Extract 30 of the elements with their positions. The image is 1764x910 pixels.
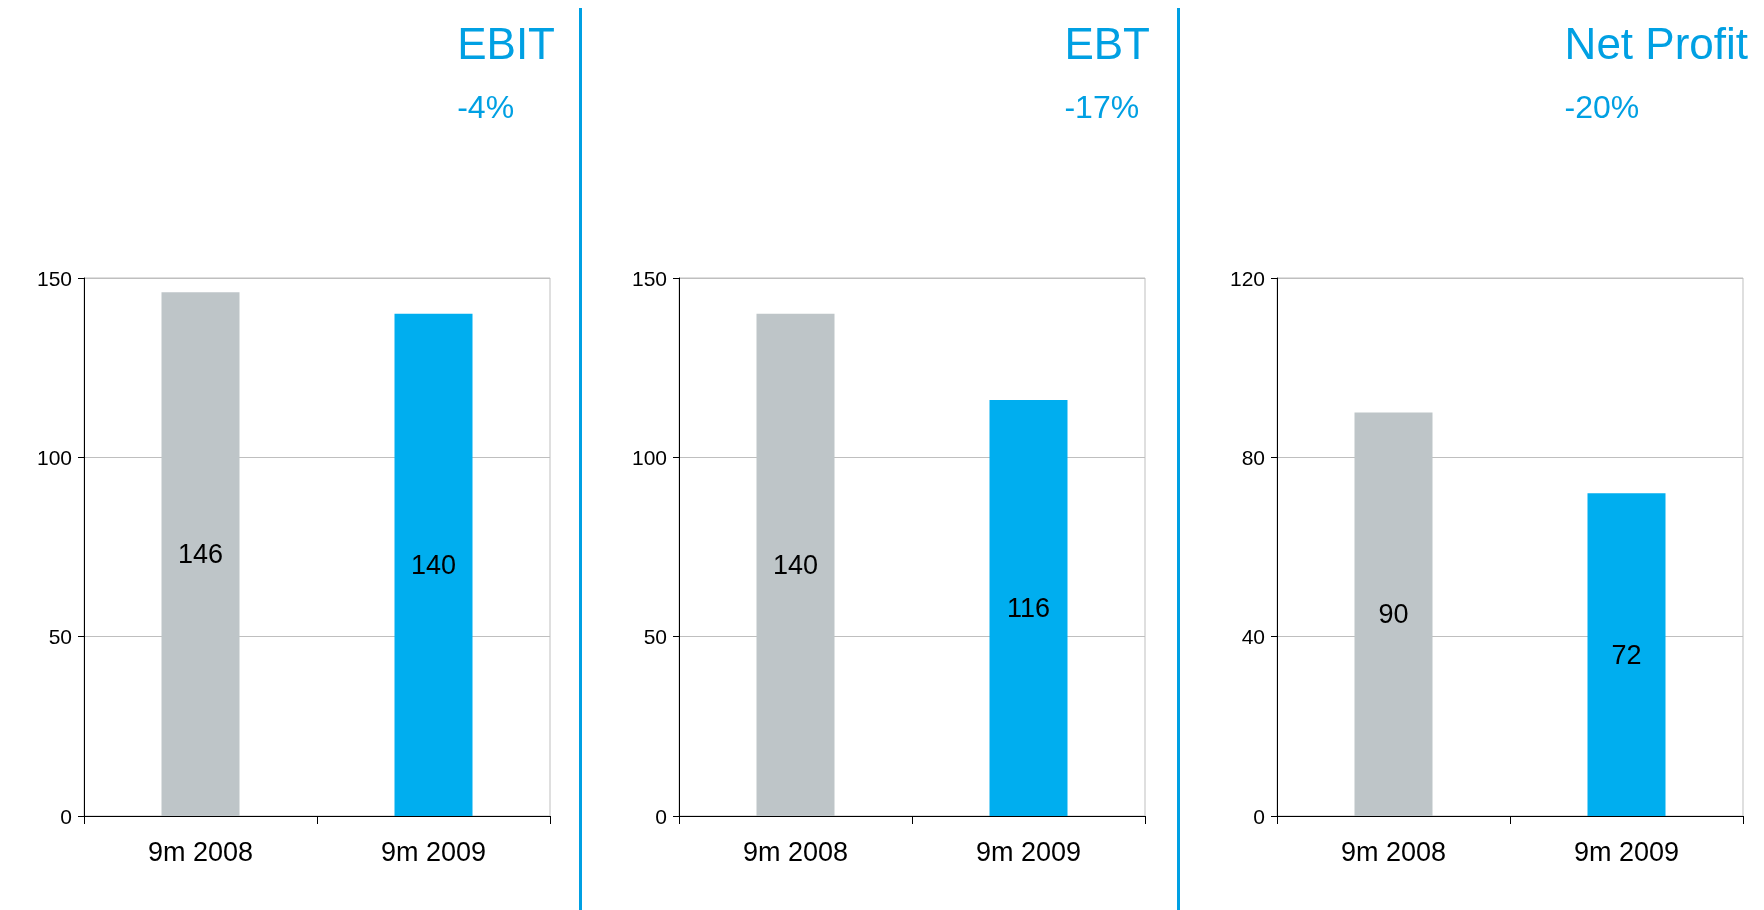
y-tick-label: 150	[36, 266, 72, 290]
chart-title: EBIT	[457, 18, 555, 68]
x-tick-label: 9m 2009	[975, 836, 1082, 867]
y-tick-label: 50	[643, 625, 667, 649]
y-tick-label: 40	[1241, 625, 1265, 649]
y-tick-label: 0	[1253, 804, 1265, 828]
data-label: 146	[177, 539, 224, 570]
data-label: 116	[1006, 592, 1051, 623]
y-tick-label: 100	[631, 445, 667, 469]
x-tick-label: 9m 2008	[147, 836, 254, 867]
x-tick-label: 9m 2009	[1573, 836, 1680, 867]
data-label: 90	[1378, 599, 1409, 630]
x-tick-label: 9m 2008	[1340, 836, 1447, 867]
chart-subtitle: -17%	[1064, 89, 1140, 125]
y-tick-label: 50	[48, 625, 72, 649]
chart-subtitle: -20%	[1564, 89, 1640, 125]
x-tick-label: 9m 2009	[380, 836, 487, 867]
x-tick-label: 9m 2008	[742, 836, 849, 867]
data-label: 140	[410, 549, 457, 580]
y-tick-label: 150	[631, 266, 667, 290]
y-tick-label: 0	[655, 804, 667, 828]
chart-subtitle: -4%	[457, 89, 515, 125]
data-label: 72	[1611, 639, 1642, 670]
y-tick-label: 120	[1229, 266, 1265, 290]
chart-title: EBT	[1064, 18, 1151, 68]
data-label: 140	[772, 549, 819, 580]
y-tick-label: 100	[36, 445, 72, 469]
y-tick-label: 80	[1241, 445, 1265, 469]
chart-title: Net Profit	[1564, 18, 1748, 68]
y-tick-label: 0	[60, 804, 72, 828]
